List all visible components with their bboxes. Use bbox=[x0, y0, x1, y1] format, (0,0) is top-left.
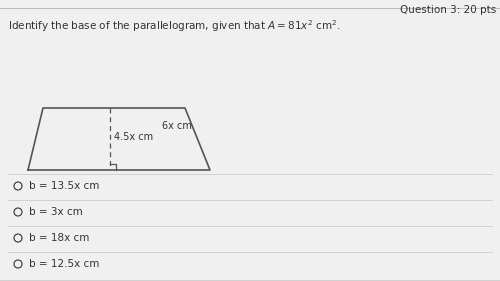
Text: 6x cm: 6x cm bbox=[162, 121, 192, 131]
Text: 4.5x cm: 4.5x cm bbox=[114, 132, 153, 142]
Text: b = 13.5x cm: b = 13.5x cm bbox=[29, 181, 100, 191]
Text: b = 12.5x cm: b = 12.5x cm bbox=[29, 259, 100, 269]
Text: b = 3x cm: b = 3x cm bbox=[29, 207, 83, 217]
Text: Identify the base of the parallelogram, given that $A = 81x^2\ \mathrm{cm}^2$.: Identify the base of the parallelogram, … bbox=[8, 18, 340, 34]
Text: Question 3: 20 pts: Question 3: 20 pts bbox=[400, 5, 496, 15]
Text: b = 18x cm: b = 18x cm bbox=[29, 233, 90, 243]
